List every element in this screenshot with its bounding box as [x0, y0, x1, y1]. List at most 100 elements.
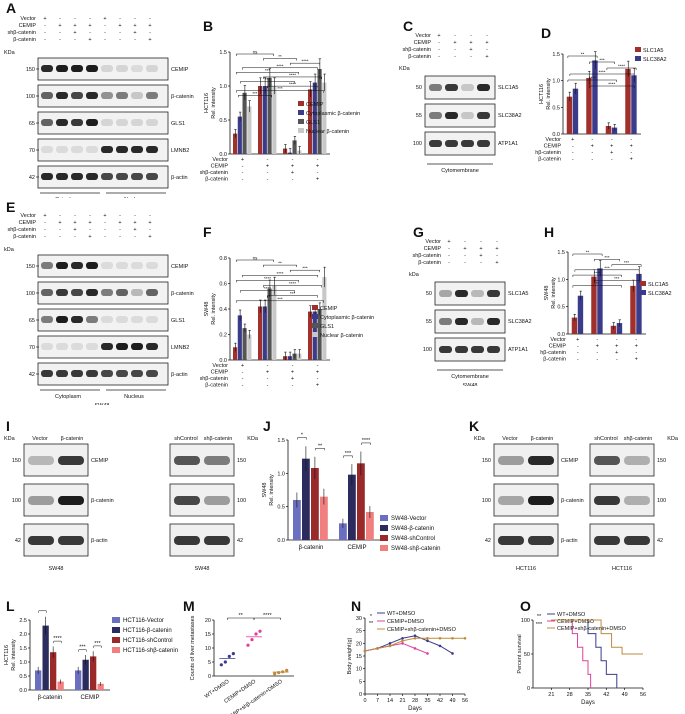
lane-label: shβ-catenin	[624, 436, 653, 442]
kda-marker: 65	[29, 121, 35, 127]
condition-sign: +	[88, 23, 91, 29]
condition-label: shβ-catenin	[7, 30, 36, 36]
bar	[90, 656, 97, 690]
significance-bracket	[267, 295, 318, 298]
bar	[586, 78, 592, 134]
protein-band	[71, 289, 83, 296]
legend-label: Cytoplasmic β-catenin	[306, 111, 360, 117]
condition-label: CEMIP	[19, 23, 37, 29]
blot-strip	[424, 75, 496, 100]
kda-marker: 100	[26, 291, 35, 297]
bar	[293, 500, 301, 540]
western-blot-a: Vector + - - - + - - -CEMIP - + + + - + + +shβ-catenin - -…	[4, 16, 194, 198]
condition-sign: -	[454, 47, 456, 53]
condition-label: shβ-catenin	[402, 47, 431, 53]
condition-sign: +	[43, 213, 46, 219]
condition-sign: +	[148, 220, 151, 226]
protein-band	[101, 119, 113, 126]
kda-marker: 150	[12, 458, 21, 464]
bar	[317, 69, 322, 154]
condition-sign: -	[480, 239, 482, 245]
x-tick-label: 21	[399, 698, 405, 704]
significance-label: ****	[362, 438, 371, 444]
protein-band	[86, 65, 98, 72]
band-label: β-actin	[561, 538, 578, 544]
band-label: SLC1A5	[498, 85, 519, 91]
significance-label: ***	[599, 58, 605, 63]
condition-sign: -	[438, 54, 440, 60]
kda-marker: 150	[26, 264, 35, 270]
condition-sign: +	[479, 246, 482, 252]
condition-label: Vector	[425, 239, 441, 245]
protein-band	[528, 496, 554, 505]
legend-swatch	[312, 323, 318, 328]
y-tick-label: 1.5	[219, 50, 227, 56]
condition-sign: +	[635, 344, 638, 350]
kda-marker: 100	[26, 94, 35, 100]
bar	[258, 306, 263, 360]
protein-band	[86, 262, 98, 269]
protein-band	[28, 456, 54, 465]
cell-line-label: HCT116	[4, 645, 10, 665]
y-tick-label: 0.6	[219, 282, 227, 288]
kda-marker: 55	[416, 113, 422, 119]
protein-band	[86, 316, 98, 323]
significance-label: ****	[289, 82, 296, 87]
protein-band	[594, 456, 620, 465]
bar	[571, 317, 578, 334]
series-point	[401, 636, 404, 640]
significance-label: **	[278, 261, 282, 266]
bar	[267, 288, 272, 360]
condition-sign: +	[266, 164, 269, 170]
panel-label-n: N	[351, 598, 362, 614]
y-tick-label: 10	[205, 646, 211, 652]
x-tick-label: 28	[567, 692, 573, 698]
significance-label: **	[581, 52, 585, 57]
protein-band	[146, 65, 158, 72]
bar	[242, 92, 247, 154]
y-tick-label: 0.0	[552, 132, 560, 138]
protein-band	[41, 370, 53, 377]
condition-sign: +	[118, 23, 121, 29]
y-tick-label: 100	[521, 618, 530, 624]
significance-label: ***	[265, 77, 271, 82]
protein-band	[146, 316, 158, 323]
condition-sign: +	[291, 164, 294, 170]
blot-strip	[434, 281, 506, 306]
series-point	[401, 639, 404, 643]
protein-band	[41, 92, 53, 99]
kda-header: KDa	[247, 436, 259, 442]
condition-sign: -	[119, 234, 121, 240]
condition-label: CEMIP	[211, 370, 229, 376]
y-tick-label: 2.0	[19, 632, 27, 638]
protein-band	[131, 65, 143, 72]
protein-band	[41, 119, 53, 126]
protein-band	[594, 536, 620, 545]
significance-bracket	[574, 269, 640, 272]
protein-band	[86, 146, 98, 153]
condition-sign: +	[148, 37, 151, 43]
protein-band	[429, 84, 442, 91]
y-tick-label: 15	[205, 632, 211, 638]
condition-sign: -	[596, 350, 598, 356]
condition-sign: -	[104, 30, 106, 36]
band-label: SLC1A5	[508, 291, 529, 297]
bar	[322, 277, 327, 360]
condition-sign: -	[119, 37, 121, 43]
condition-sign: -	[74, 213, 76, 219]
condition-sign: -	[577, 344, 579, 350]
band-label: LMNB2	[171, 345, 189, 351]
x-tick-label: 42	[603, 692, 609, 698]
condition-sign: +	[635, 357, 638, 363]
y-axis-label: Rel. intensity	[551, 277, 557, 309]
condition-label: shβ-catenin	[200, 170, 228, 176]
condition-label: shβ-catenin	[535, 150, 561, 156]
condition-sign: -	[591, 157, 593, 163]
band-label: SLC38A2	[508, 319, 532, 325]
significance-label: ***	[624, 260, 630, 265]
blot-strip	[434, 309, 506, 334]
legend-swatch	[380, 535, 388, 541]
condition-sign: -	[635, 350, 637, 356]
bar	[610, 325, 617, 334]
panel-label-f: F	[203, 224, 212, 240]
